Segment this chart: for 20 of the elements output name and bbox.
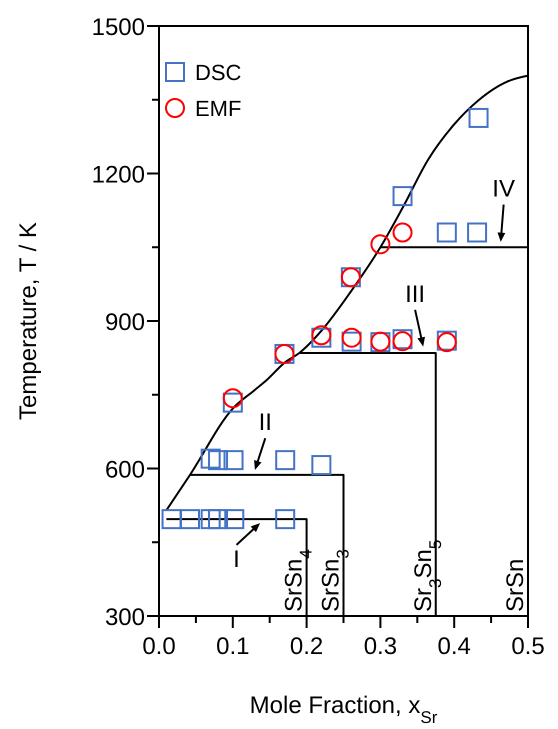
y-tick-label: 1200 bbox=[92, 162, 145, 188]
x-tick-label: 0.4 bbox=[438, 633, 471, 660]
annotation: II bbox=[258, 409, 272, 436]
x-tick-label: 0.5 bbox=[511, 633, 545, 660]
x-tick-label: 0.0 bbox=[142, 633, 176, 660]
x-axis-title: Mole Fraction, x$_{Sr}$ bbox=[250, 692, 438, 726]
annotation: IV bbox=[492, 176, 515, 203]
y-tick-label: 900 bbox=[104, 309, 145, 336]
x-tick-label: 0.1 bbox=[216, 633, 250, 660]
y-tick-label: 300 bbox=[104, 604, 145, 631]
y-axis-title: Temperature, T / K bbox=[15, 222, 42, 420]
y-tick-label: 600 bbox=[104, 456, 145, 484]
annotation: I bbox=[233, 546, 240, 573]
annotation: III bbox=[405, 280, 426, 308]
legend-label: DSC bbox=[195, 60, 242, 85]
x-tick-label: 0.2 bbox=[290, 633, 324, 660]
y-tick-label: 1500 bbox=[92, 14, 145, 41]
x-tick-label: 0.3 bbox=[364, 633, 398, 660]
annotation: SrSn bbox=[502, 558, 529, 612]
legend-label: EMF bbox=[195, 96, 242, 121]
